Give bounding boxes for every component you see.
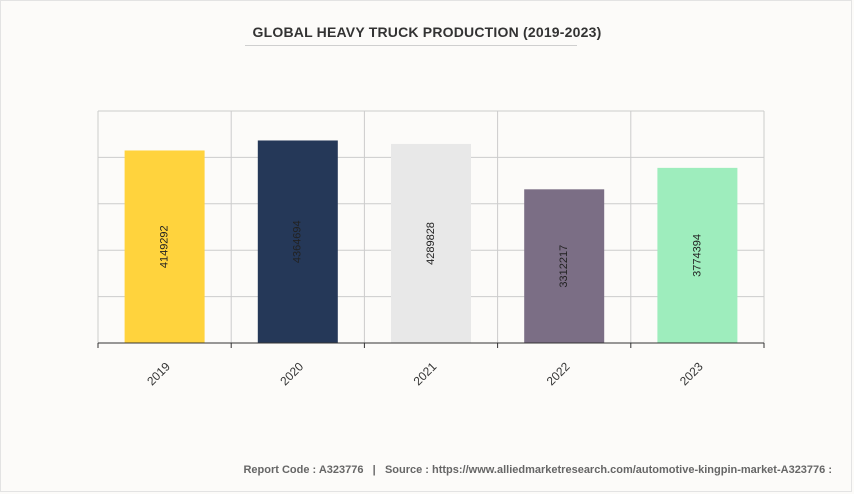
x-tick-label-2020: 2020 [277, 359, 306, 388]
chart-title: GLOBAL HEAVY TRUCK PRODUCTION (2019-2023… [252, 24, 602, 40]
x-tick-label-2023: 2023 [677, 359, 706, 388]
title-underline [245, 45, 577, 46]
bar-2020 [257, 140, 338, 343]
data-label-2020: 4364694 [292, 220, 304, 263]
x-tick-label-2022: 2022 [544, 359, 573, 388]
data-label-2019: 4149292 [159, 225, 171, 268]
data-label-2021: 4289828 [425, 222, 437, 265]
source-url: Source : https://www.alliedmarketresearc… [384, 464, 832, 476]
x-tick-label-2019: 2019 [144, 359, 173, 388]
footer-source: Report Code : A323776 | Source : https:/… [243, 464, 832, 476]
bar-2023 [657, 167, 738, 343]
x-tick-label-2021: 2021 [411, 359, 440, 388]
data-label-2022: 3312217 [558, 245, 570, 288]
footer-separator: | [372, 464, 376, 476]
bar-2021 [391, 143, 471, 343]
bar-2019 [124, 150, 205, 343]
data-label-2023: 3774394 [691, 234, 703, 277]
report-code: Report Code : A323776 [243, 464, 364, 476]
bar-2022 [524, 189, 605, 343]
